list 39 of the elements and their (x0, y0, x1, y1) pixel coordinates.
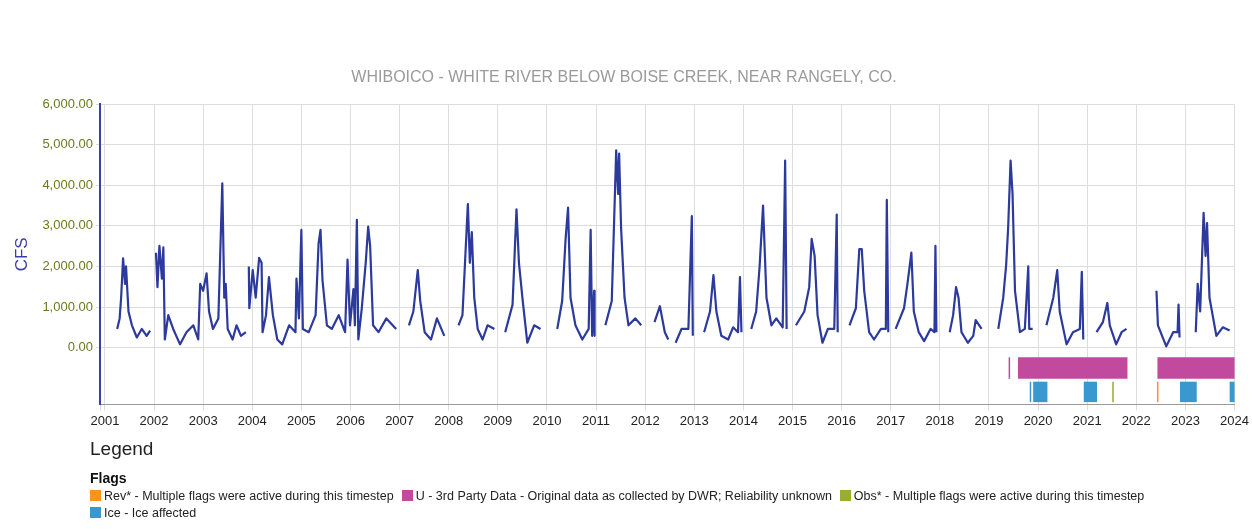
x-tick-label: 2017 (876, 412, 906, 428)
x-tick-label: 2001 (90, 412, 120, 428)
x-tick-label: 2021 (1072, 412, 1102, 428)
x-tick-label: 2003 (188, 412, 218, 428)
x-tick-label: 2004 (237, 412, 267, 428)
x-tick-label: 2018 (925, 412, 955, 428)
x-tick-label: 2005 (286, 412, 316, 428)
x-tick-label: 2012 (630, 412, 660, 428)
text: Legend (90, 438, 155, 460)
x-tick-label: 2016 (827, 412, 857, 428)
x-tick-label: 2008 (434, 412, 464, 428)
x-tick-label: 2009 (483, 412, 513, 428)
y-tick-label: 6,000.00 (42, 95, 93, 111)
legend-label: U - 3rd Party Data - Original data as collected by DWR; Reliability unknown (414, 488, 832, 505)
x-tick-label: 2024 (1220, 412, 1249, 428)
chart-title: WHIBOICO - WHITE RIVER BELOW BOISE CREEK, NEAR RANGELY, CO. (351, 68, 897, 86)
y-tick-label: 0.00 (67, 339, 93, 355)
x-tick-label: 2023 (1170, 412, 1200, 428)
y-axis-title: CFS (11, 237, 31, 272)
x-tick-label: 2022 (1121, 412, 1151, 428)
x-tick-label: 2020 (1023, 412, 1053, 428)
x-tick-label: 2006 (336, 412, 365, 428)
y-tick-label: 5,000.00 (42, 136, 93, 152)
y-tick-label: 3,000.00 (42, 217, 93, 233)
legend-label: Rev* - Multiple flags were active during this timestep (103, 488, 394, 505)
legend-label: Obs* - Multiple flags were active during this timestep (852, 488, 1145, 505)
x-tick-label: 2019 (974, 412, 1004, 428)
y-tick-label: 4,000.00 (42, 176, 93, 192)
legend-title: Flags (90, 470, 128, 486)
x-tick-label: 2010 (532, 412, 562, 428)
x-tick-label: 2007 (385, 412, 415, 428)
y-tick-label: 1,000.00 (42, 298, 93, 314)
x-tick-label: 2015 (778, 412, 807, 428)
x-tick-label: 2014 (728, 412, 758, 428)
legend-label: Ice - Ice affected (103, 505, 197, 522)
x-tick-label: 2013 (679, 412, 709, 428)
x-tick-label: 2002 (139, 412, 169, 428)
y-tick-label: 2,000.00 (42, 258, 93, 274)
x-tick-label: 2011 (582, 412, 611, 428)
